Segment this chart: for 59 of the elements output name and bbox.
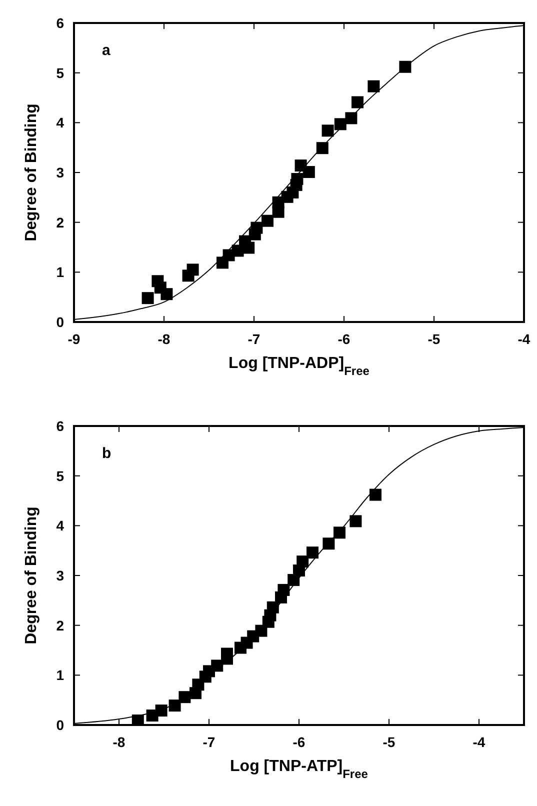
y-axis-title: Degree of Binding [23, 506, 40, 644]
point [399, 60, 412, 73]
point [352, 96, 364, 108]
point [132, 714, 144, 725]
x-tick-label: -4 [518, 331, 530, 347]
point [160, 288, 173, 300]
point [334, 526, 346, 539]
y-tick-label: 2 [56, 617, 64, 634]
x-tick-label: -5 [382, 734, 396, 750]
point [322, 538, 335, 550]
y-tick-label: 6 [56, 15, 64, 31]
x-tick-label: -6 [338, 331, 350, 347]
y-tick-label: 4 [56, 518, 64, 534]
point [262, 214, 274, 227]
x-tick-label: -7 [248, 331, 260, 347]
x-tick-label: -8 [158, 331, 170, 347]
x-tick-label: -6 [292, 734, 306, 750]
point [211, 660, 224, 672]
y-tick-label: 5 [56, 64, 64, 81]
x-tick-label: -7 [202, 734, 216, 750]
point [142, 292, 154, 304]
x-tick-label: -5 [428, 331, 440, 347]
point [178, 691, 191, 704]
y-tick-label: 3 [56, 568, 64, 584]
point [302, 166, 315, 178]
x-tick-label: -8 [112, 734, 126, 750]
point [168, 700, 181, 712]
y-axis-title: Degree of Binding [23, 104, 40, 242]
y-tick-label: 1 [56, 667, 64, 684]
x-axis-title: Log [TNP-ADP]$_{Free}$ [228, 355, 370, 378]
point [250, 222, 263, 234]
point [186, 264, 199, 276]
x-tick-label: -9 [68, 331, 80, 347]
y-tick-label: 3 [56, 164, 64, 180]
point [345, 112, 358, 124]
x-axis-title: Log [TNP-ATP]$_{Free}$ [230, 758, 368, 781]
y-tick-label: 0 [56, 314, 64, 330]
y-tick-label: 2 [56, 214, 64, 230]
y-tick-label: 1 [56, 264, 64, 280]
point [296, 556, 309, 568]
point [370, 488, 382, 501]
y-tick-label: 6 [56, 418, 64, 434]
point [255, 624, 268, 637]
y-tick-label: 0 [56, 717, 64, 733]
annotation: b [102, 445, 112, 462]
point [291, 172, 304, 185]
point [368, 80, 380, 92]
point [266, 601, 279, 614]
point [350, 515, 362, 528]
point [155, 704, 168, 717]
point [322, 124, 334, 137]
annotation: a [102, 42, 111, 59]
point [306, 546, 318, 559]
x-tick-label: -4 [472, 734, 486, 750]
point [278, 584, 290, 596]
point [316, 142, 328, 154]
point [334, 118, 346, 130]
y-tick-label: 4 [56, 114, 64, 131]
y-tick-label: 5 [56, 468, 64, 484]
